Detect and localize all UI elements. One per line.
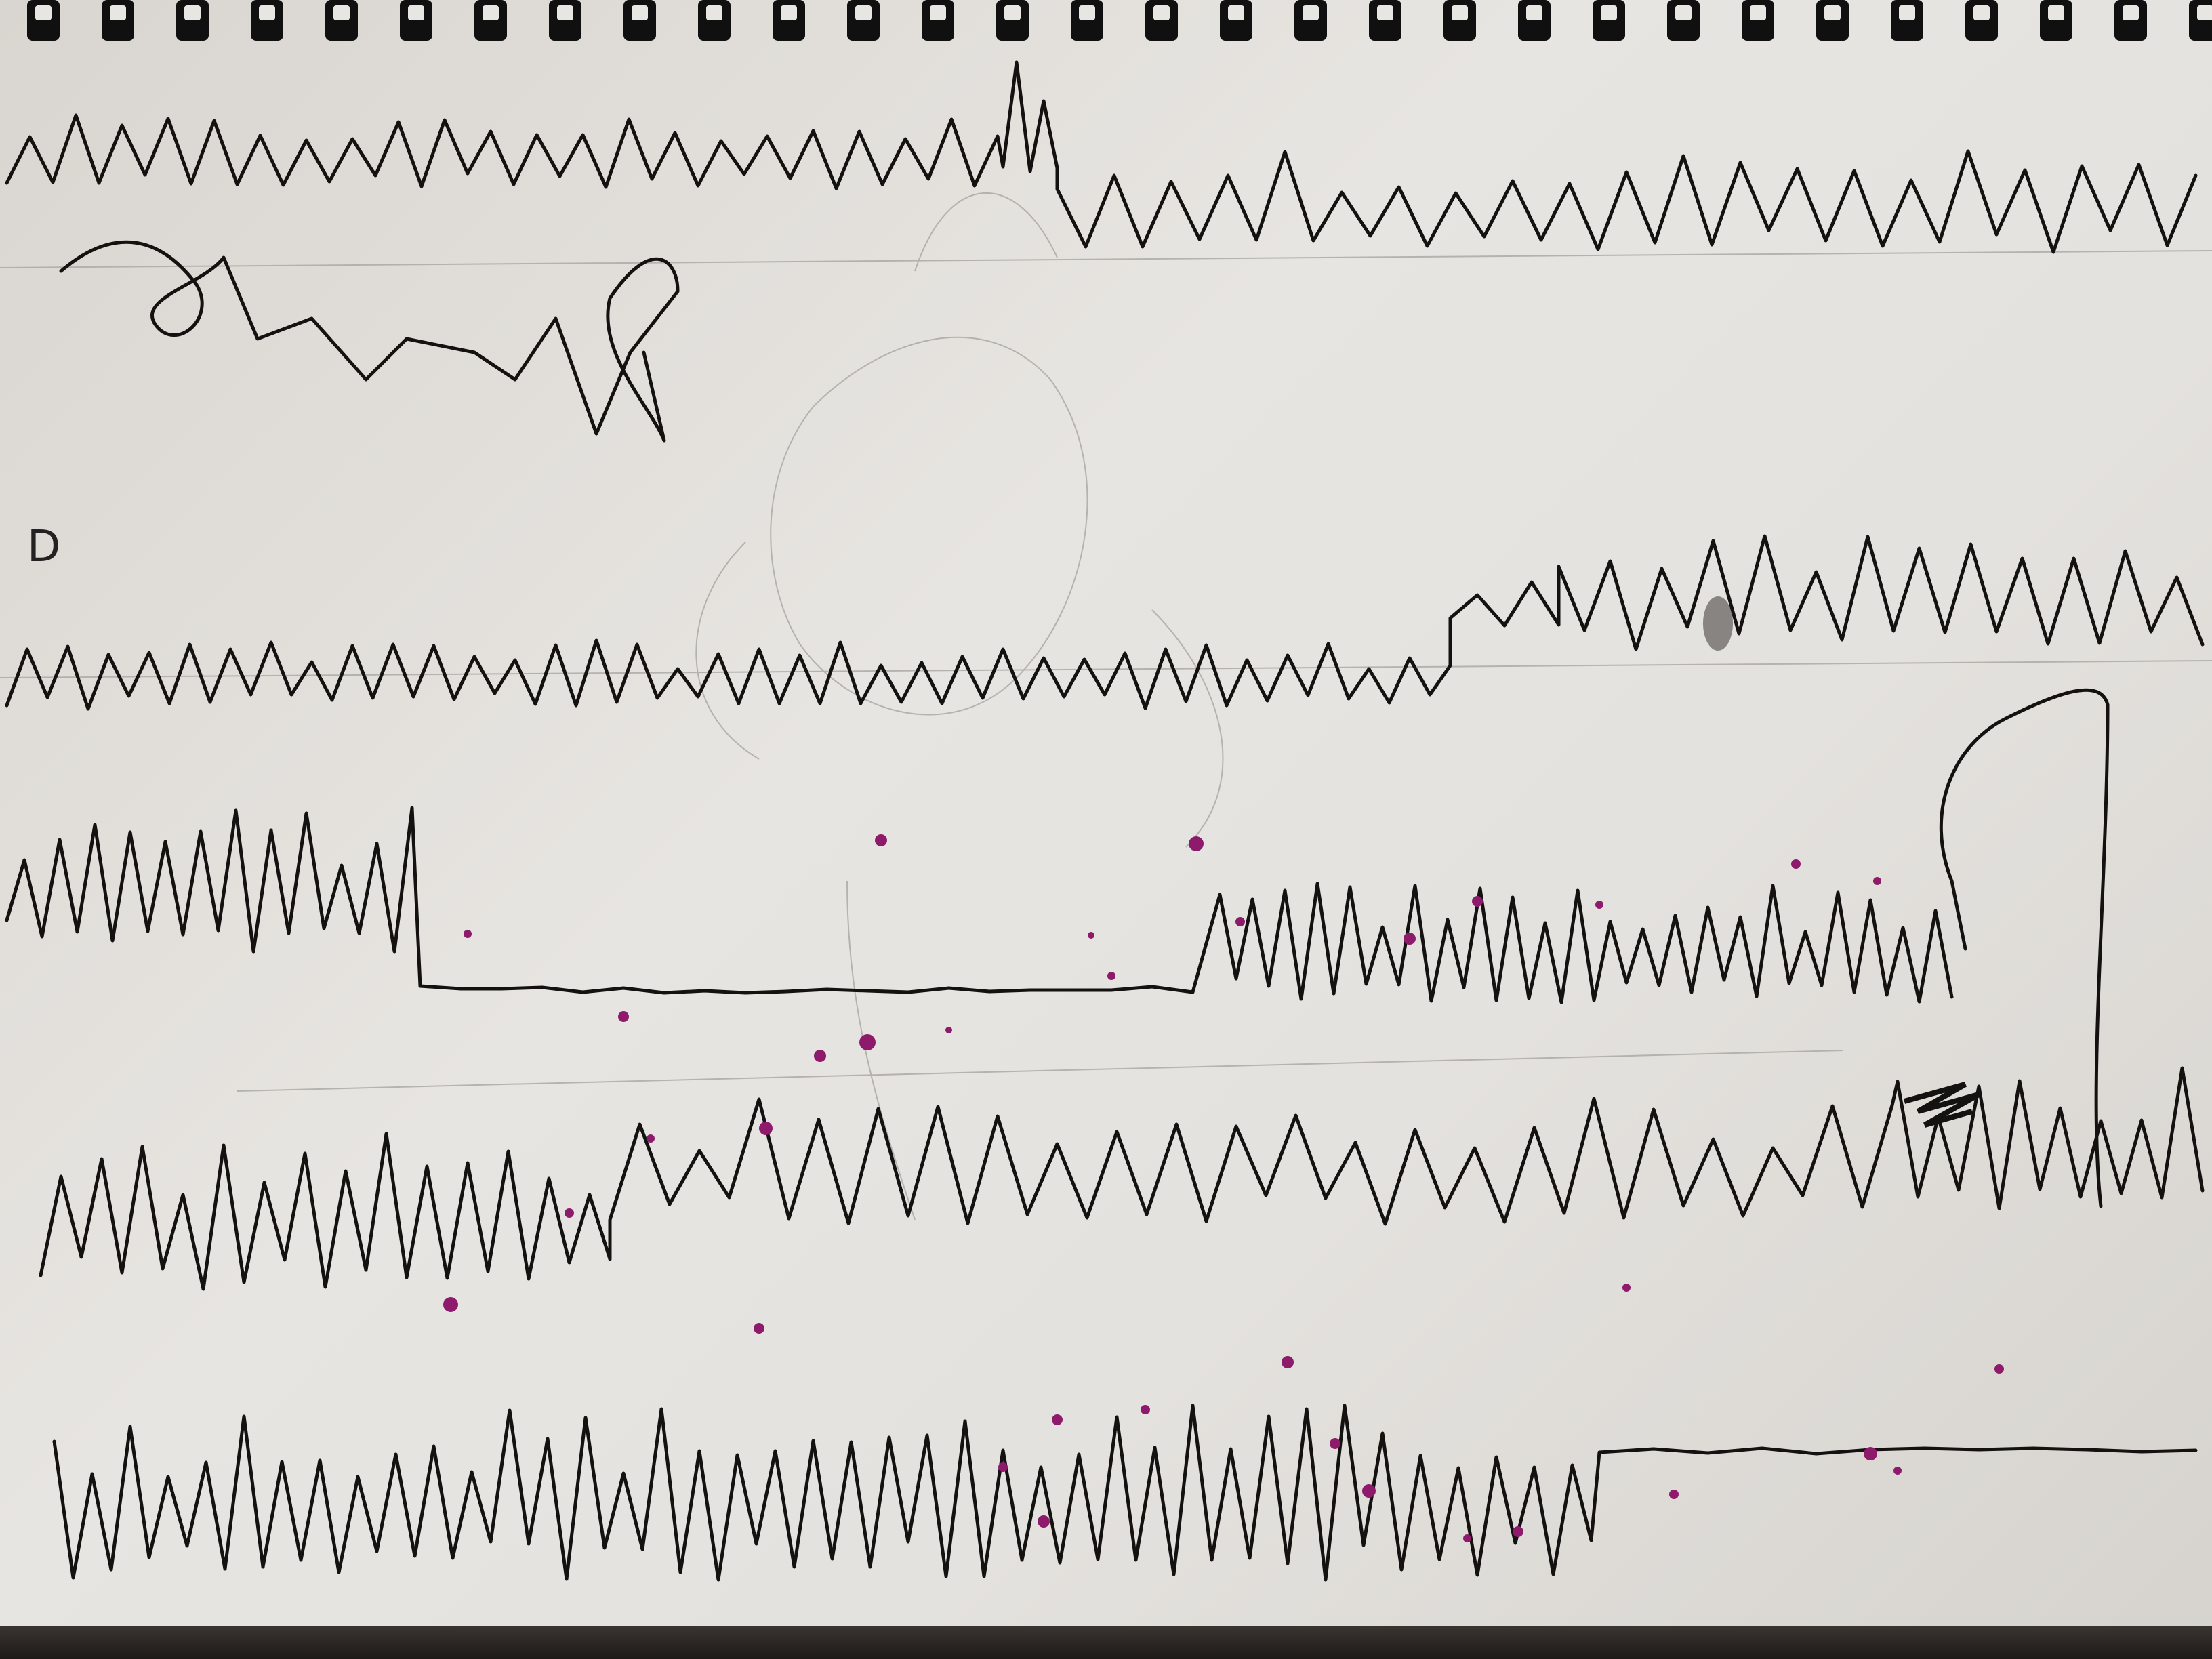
pencil-sketch <box>0 192 2212 1221</box>
binding-hole <box>483 5 499 20</box>
ink-splatter-dot <box>1791 859 1801 869</box>
charcoal-smudge <box>1703 596 1980 1128</box>
binding-hole <box>1228 5 1244 20</box>
ink-line-2 <box>5 534 2205 711</box>
ink-splatter-dot <box>1404 933 1416 945</box>
ink-splatter-dot <box>1088 932 1094 939</box>
binding-hole <box>1750 5 1766 20</box>
ink-line-1-branch <box>59 240 680 443</box>
ink-splatter-dot <box>1038 1515 1050 1528</box>
binding-hole <box>259 5 275 20</box>
ink-splatter-dot <box>565 1208 574 1218</box>
ink-splatter-dot <box>1864 1447 1877 1460</box>
ink-splatter-dot <box>1052 1414 1063 1425</box>
ink-line-3-hook <box>1939 688 2110 1208</box>
page-mark: D <box>27 522 61 572</box>
binding-hole <box>1153 5 1170 20</box>
pencil-petal <box>914 192 1058 272</box>
ink-splatter-dot <box>998 1462 1008 1472</box>
ink-splatter-dot <box>1595 901 1603 909</box>
binding-hole <box>1675 5 1692 20</box>
binding-hole <box>557 5 573 20</box>
binding-hole <box>781 5 797 20</box>
spiral-binding <box>27 0 2212 41</box>
ink-splatter-dot <box>1994 1364 2004 1374</box>
ink-splatter-dot <box>754 1323 764 1334</box>
ink-splatter-dot <box>1873 877 1881 885</box>
binding-hole <box>184 5 201 20</box>
magenta-ink-splatter <box>443 834 2004 1542</box>
ink-splatter-dot <box>1189 836 1204 851</box>
ink-splatter-dot <box>759 1122 773 1135</box>
ink-splatter-dot <box>1463 1534 1471 1542</box>
binding-hole <box>1303 5 1319 20</box>
ink-line-4 <box>39 1066 2205 1291</box>
binding-hole <box>408 5 424 20</box>
scribble-mark <box>1903 1082 1980 1128</box>
binding-hole <box>1526 5 1542 20</box>
binding-hole <box>110 5 126 20</box>
ink-splatter-dot <box>814 1050 826 1062</box>
ink-line-5 <box>52 1404 2198 1582</box>
binding-hole <box>1824 5 1841 20</box>
pencil-stem <box>846 880 916 1221</box>
binding-hole <box>855 5 872 20</box>
binding-hole <box>1973 5 1990 20</box>
ink-waveform-lines <box>5 60 2205 1582</box>
pencil-guide-line <box>237 1050 1844 1092</box>
sketchbook-bottom-edge <box>0 1626 2212 1659</box>
binding-hole <box>2048 5 2064 20</box>
ink-splatter-dot <box>1362 1484 1376 1498</box>
binding-hole <box>35 5 52 20</box>
ink-splatter-dot <box>647 1134 655 1143</box>
ink-line-3 <box>5 806 1954 1004</box>
binding-hole <box>1377 5 1393 20</box>
binding-hole <box>333 5 350 20</box>
binding-hole <box>706 5 722 20</box>
ink-splatter-dot <box>1235 917 1245 926</box>
binding-hole <box>930 5 946 20</box>
pencil-guide-line <box>0 660 2212 678</box>
binding-hole <box>1601 5 1617 20</box>
binding-hole <box>2197 5 2212 20</box>
binding-hole <box>1899 5 1915 20</box>
ink-splatter-dot <box>464 930 472 938</box>
ink-splatter-dot <box>1141 1405 1150 1414</box>
ink-splatter-dot <box>859 1034 876 1050</box>
ink-splatter-dot <box>1622 1284 1631 1292</box>
ink-splatter-dot <box>1282 1356 1294 1368</box>
smudge-mark <box>1703 596 1733 651</box>
ink-splatter-dot <box>1107 972 1115 980</box>
ink-splatter-dot <box>1330 1438 1340 1449</box>
ink-splatter-dot <box>945 1027 952 1033</box>
binding-hole <box>1452 5 1468 20</box>
ink-splatter-dot <box>618 1011 629 1022</box>
ink-splatter-dot <box>1472 896 1483 907</box>
ink-line-1 <box>5 60 2198 254</box>
ink-splatter-dot <box>1669 1490 1679 1499</box>
ink-splatter-dot <box>875 834 887 846</box>
binding-hole <box>1079 5 1095 20</box>
pencil-petal <box>695 541 760 760</box>
ink-splatter-dot <box>1893 1467 1902 1475</box>
binding-hole <box>2123 5 2139 20</box>
pencil-petal <box>1151 609 1224 848</box>
pencil-guide-line <box>0 250 2212 268</box>
ink-splatter-dot <box>443 1297 458 1312</box>
binding-hole <box>632 5 648 20</box>
binding-hole <box>1004 5 1021 20</box>
ink-splatter-dot <box>1513 1526 1523 1537</box>
pencil-flower-sketch <box>770 336 1088 716</box>
